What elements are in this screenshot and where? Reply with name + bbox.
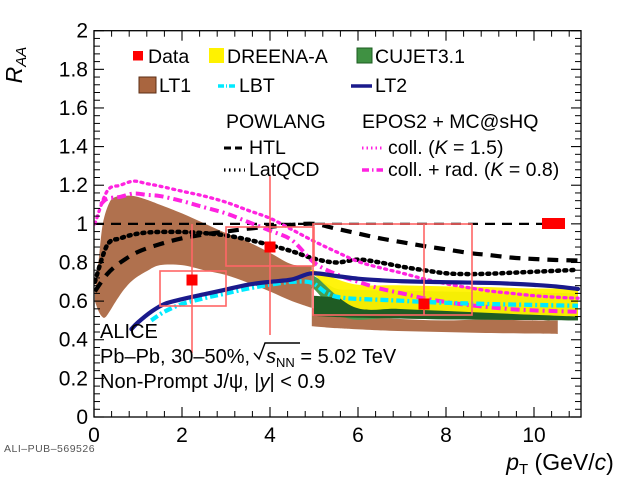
svg-text:4: 4 [264,424,276,447]
svg-text:Non-Prompt J/ψ, |y| < 0.9: Non-Prompt J/ψ, |y| < 0.9 [100,371,325,393]
svg-text:EPOS2 + MC@sHQ: EPOS2 + MC@sHQ [362,111,538,133]
svg-text:DREENA-A: DREENA-A [227,46,328,68]
svg-text:1.4: 1.4 [59,136,89,159]
svg-text:0.6: 0.6 [59,290,88,313]
svg-text:1.2: 1.2 [59,174,88,197]
svg-text:ALICE: ALICE [100,321,158,343]
svg-text:8: 8 [440,424,452,447]
svg-text:10: 10 [522,424,545,447]
svg-text:POWLANG: POWLANG [226,111,326,133]
svg-text:CUJET3.1: CUJET3.1 [375,46,465,68]
svg-text:ALI–PUB–569526: ALI–PUB–569526 [4,443,95,455]
svg-text:0.8: 0.8 [59,252,88,275]
svg-text:0: 0 [76,406,88,429]
svg-text:coll. (K = 1.5): coll. (K = 1.5) [388,137,503,159]
svg-text:Pb–Pb, 30–50%,: Pb–Pb, 30–50%, [100,346,250,368]
svg-text:2: 2 [176,424,188,447]
svg-text:LT2: LT2 [375,75,407,97]
svg-text:LBT: LBT [239,75,275,97]
svg-text:0.4: 0.4 [59,329,89,352]
svg-text:RAA: RAA [1,47,30,84]
svg-text:1.6: 1.6 [59,97,88,120]
svg-text:Data: Data [148,46,189,68]
svg-text:coll. + rad. (K = 0.8): coll. + rad. (K = 0.8) [388,159,559,181]
svg-text:LT1: LT1 [159,75,191,97]
svg-text:6: 6 [352,424,364,447]
svg-text:0.2: 0.2 [59,367,88,390]
svg-text:1.8: 1.8 [59,58,88,81]
svg-text:pT (GeV/c): pT (GeV/c) [505,449,614,478]
svg-text:2: 2 [76,20,88,43]
svg-text:HTL: HTL [249,137,286,159]
svg-text:1: 1 [76,213,88,236]
svg-text:LatQCD: LatQCD [249,159,319,181]
svg-text:sNN = 5.02 TeV: sNN = 5.02 TeV [266,346,397,370]
